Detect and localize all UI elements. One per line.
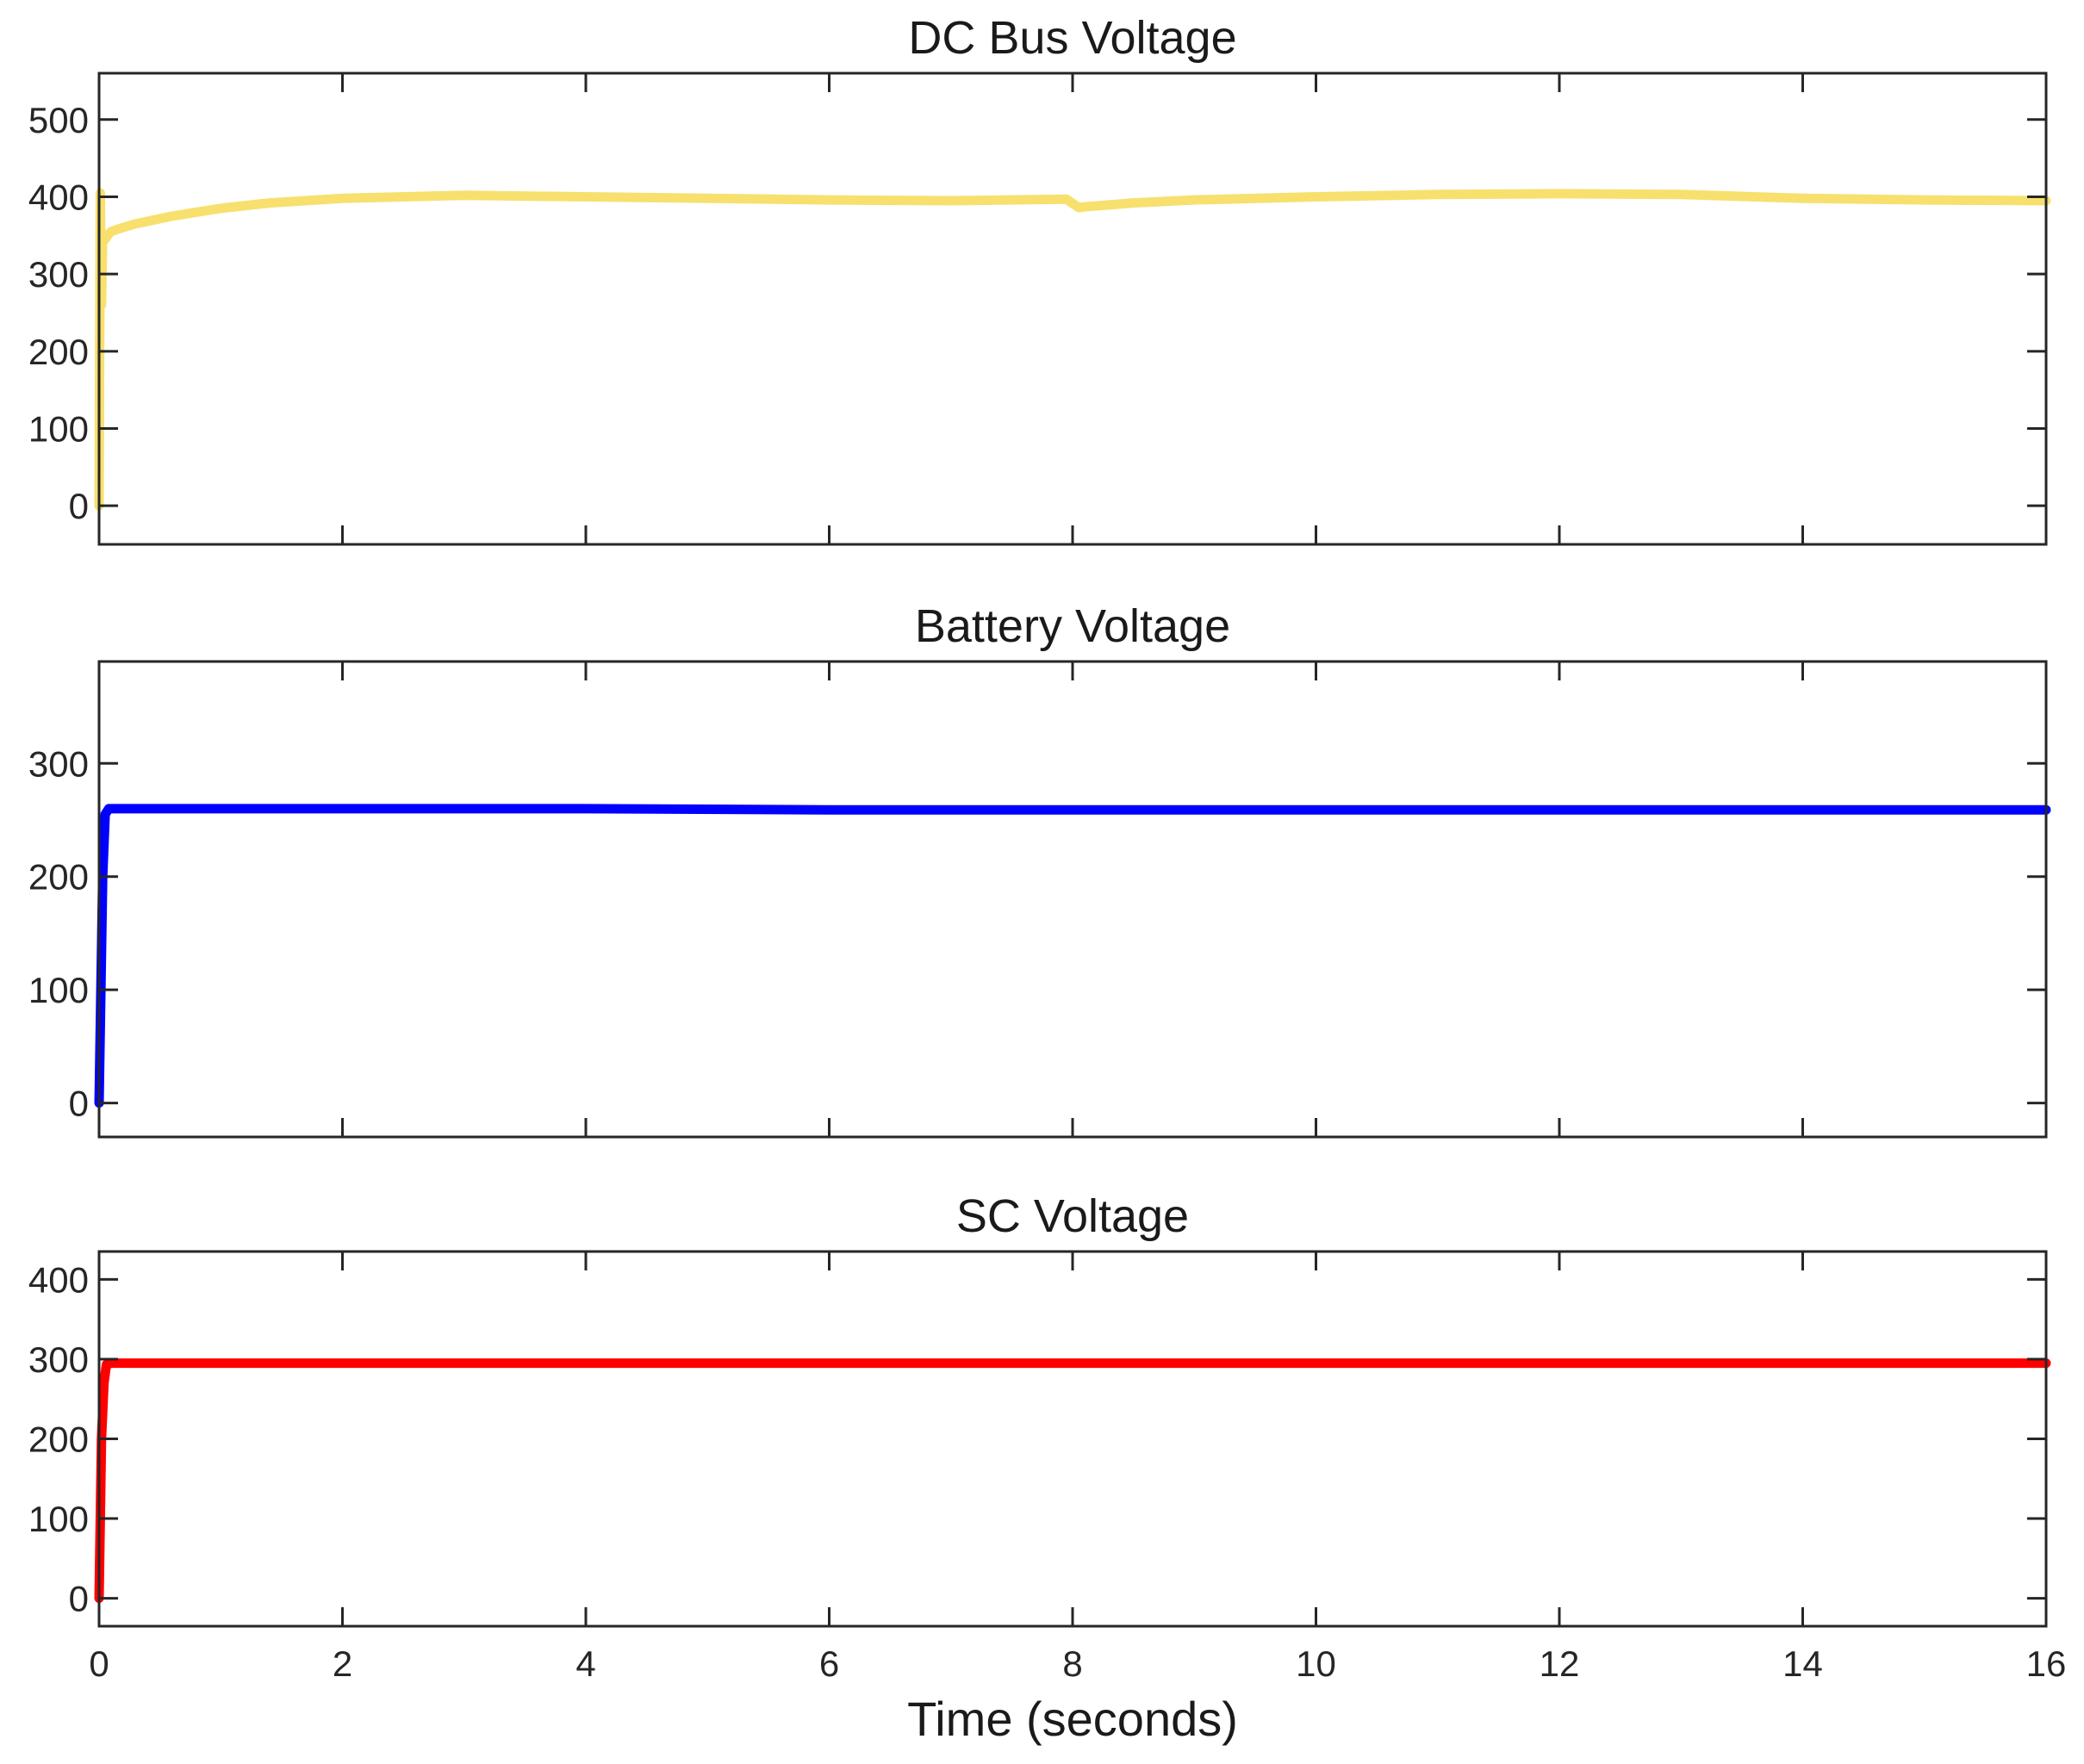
x-tick-label: 16: [2026, 1643, 2067, 1684]
x-tick-label: 10: [1296, 1643, 1336, 1684]
series-line: [94, 804, 2051, 1109]
y-tick-label: 100: [28, 970, 89, 1010]
x-tick-label: 14: [1782, 1643, 1823, 1684]
plot-frame: [97, 660, 2048, 1139]
chart-title: DC Bus Voltage: [908, 12, 1236, 64]
y-tick-label: 300: [28, 1339, 89, 1380]
y-tick-label: 200: [28, 332, 89, 372]
series-line: [94, 188, 2051, 511]
x-axis-label: Time (seconds): [907, 1692, 1238, 1746]
dc-bus-voltage-panel: DC Bus Voltage 0 100 200 300 400 500: [28, 12, 2051, 546]
y-tick-label: 200: [28, 1419, 89, 1460]
y-tick-label: 0: [69, 1084, 89, 1124]
y-tick-label: 100: [28, 1499, 89, 1539]
y-tick-label: 500: [28, 100, 89, 140]
y-tick-label: 300: [28, 743, 89, 784]
sc-voltage-panel: SC Voltage Time (seconds) 0 100 200 300 400 0…: [28, 1190, 2066, 1746]
chart-title: Battery Voltage: [915, 600, 1230, 652]
x-tick-label: 4: [575, 1643, 595, 1684]
x-tick-label: 0: [89, 1643, 109, 1684]
x-tick-label: 2: [333, 1643, 352, 1684]
plot-frame: [97, 1250, 2048, 1628]
plot-frame: [97, 71, 2048, 546]
chart-title: SC Voltage: [956, 1190, 1189, 1242]
y-tick-label: 200: [28, 857, 89, 898]
y-tick-label: 300: [28, 254, 89, 295]
y-tick-label: 0: [69, 1579, 89, 1619]
battery-voltage-panel: Battery Voltage 0 100 200 300: [28, 600, 2051, 1139]
x-tick-label: 8: [1062, 1643, 1082, 1684]
series-line: [94, 1358, 2051, 1604]
x-tick-label: 12: [1540, 1643, 1580, 1684]
y-tick-label: 400: [28, 177, 89, 217]
y-tick-label: 100: [28, 408, 89, 449]
y-tick-label: 400: [28, 1259, 89, 1300]
x-tick-label: 6: [819, 1643, 839, 1684]
y-tick-label: 0: [69, 486, 89, 526]
